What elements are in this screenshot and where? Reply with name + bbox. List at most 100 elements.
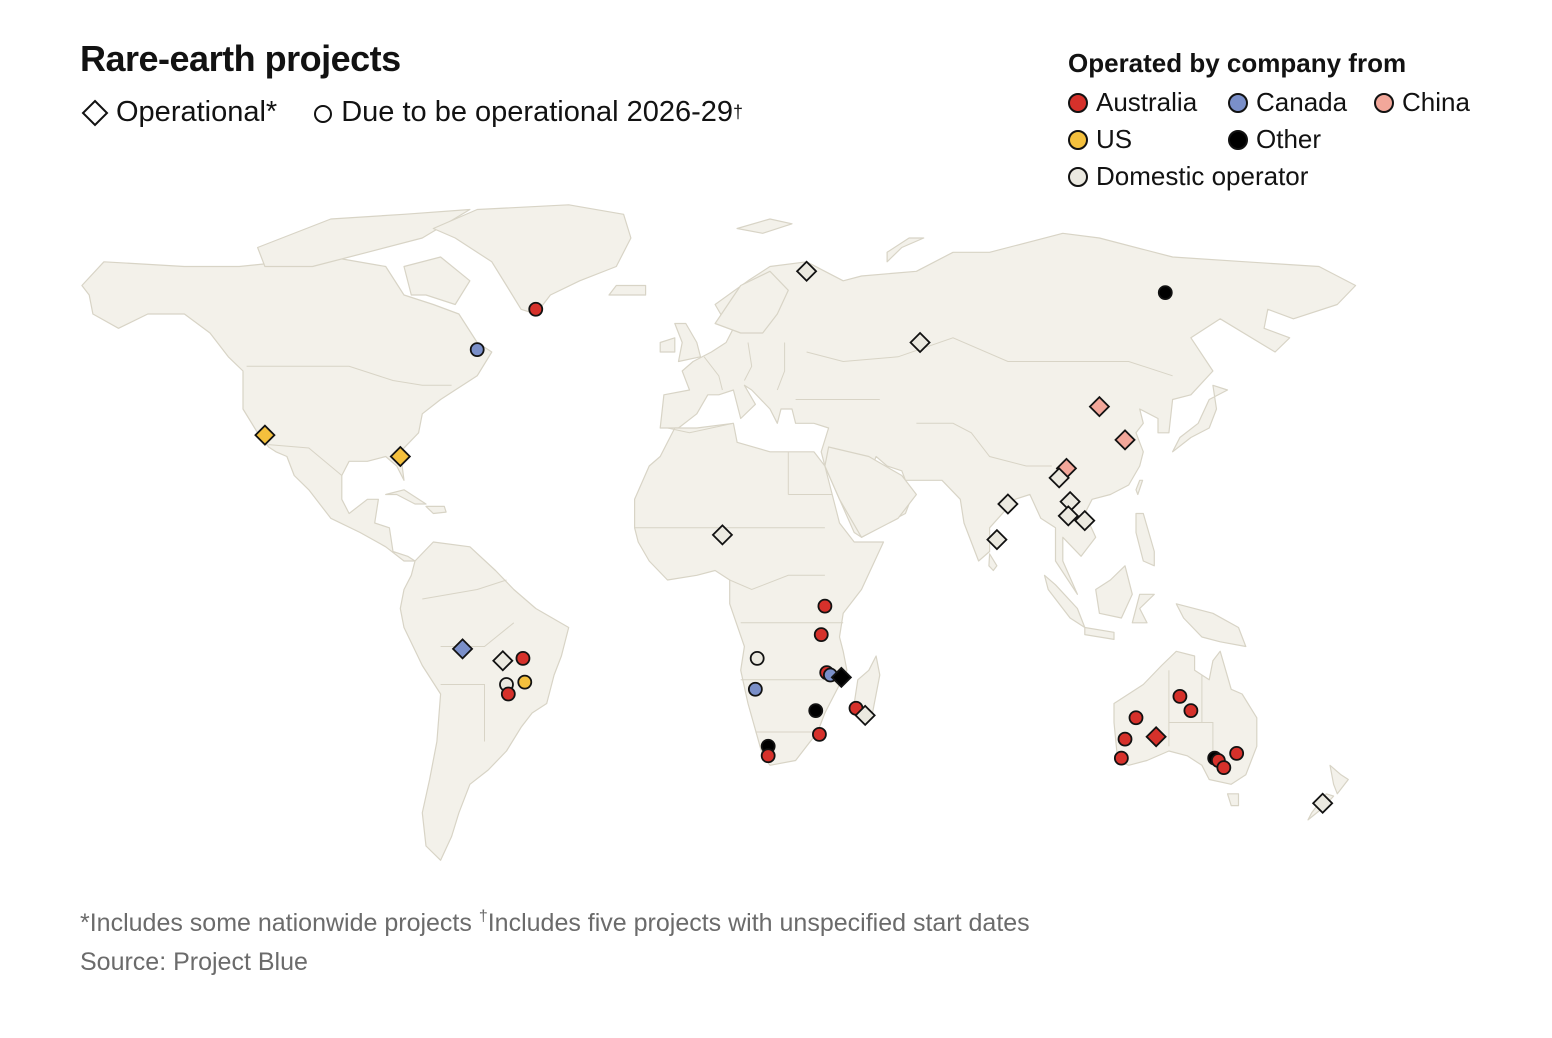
border-line-18	[776, 342, 786, 391]
legend-swatch-us	[1068, 129, 1088, 150]
border-line-11	[806, 337, 1173, 377]
planned-project-marker-us	[517, 674, 533, 690]
footnote-dagger: †	[478, 908, 488, 925]
operational-project-marker-domestic-operator	[1057, 505, 1080, 527]
land-britain	[674, 322, 702, 363]
legend-label-domestic-operator: Domestic operator	[1096, 161, 1309, 191]
operational-project-marker-domestic-operator	[986, 528, 1008, 551]
operational-project-marker-domestic-operator	[795, 260, 818, 283]
legend-label-canada: Canada	[1256, 87, 1348, 117]
land-arabia-fill	[824, 446, 917, 538]
legend-swatch-domestic-operator	[1068, 166, 1088, 187]
land-scandinavia-extra	[714, 270, 789, 334]
operator-legend-heading: Operated by company from	[1068, 48, 1407, 78]
footnote-operational: *Includes some nationwide projects	[80, 909, 479, 937]
operational-project-marker-us	[254, 424, 276, 446]
planned-project-marker-australia	[1128, 710, 1144, 726]
border-line-6	[729, 574, 825, 591]
project-markers	[254, 260, 1334, 815]
border-line-16	[703, 356, 723, 391]
land-taiwan	[1135, 479, 1144, 496]
land-svalbard	[736, 218, 793, 234]
border-line-21	[1201, 675, 1214, 761]
operator-legend-grid: Australia Canada China US Other Domestic oper…	[1068, 87, 1494, 192]
legend-entry-china: China	[1374, 87, 1494, 118]
legend-label-china: China	[1402, 87, 1470, 117]
operator-legend: Operated by company from Australia Canada…	[1068, 48, 1494, 192]
planned-project-marker-australia	[817, 598, 833, 614]
planned-project-marker-australia	[1113, 750, 1129, 766]
land-australia	[1113, 650, 1258, 785]
border-line-17	[743, 342, 753, 381]
land-sumatra	[1043, 574, 1086, 629]
planned-project-marker-australia	[528, 301, 544, 317]
land-novaya-zemlya	[886, 237, 925, 263]
planned-project-marker-australia	[760, 748, 776, 764]
border-line-0	[246, 365, 452, 386]
planned-project-marker-australia	[1183, 703, 1199, 719]
operational-project-marker-domestic-operator	[1048, 467, 1070, 489]
land-java	[1084, 626, 1115, 640]
land-iceland	[608, 284, 647, 296]
land-hispaniola	[425, 505, 447, 515]
planned-project-marker-australia	[1216, 760, 1232, 776]
legend-operational: Operational*	[80, 96, 277, 129]
legend-planned-label: Due to be operational 2026-29	[341, 96, 734, 128]
land-north-america	[81, 256, 493, 562]
legend-label-us: US	[1096, 124, 1133, 154]
land-tasmania	[1226, 793, 1240, 807]
land-baffin	[403, 256, 471, 306]
land-greenland	[432, 204, 632, 315]
border-line-2	[667, 422, 734, 434]
operational-project-marker-china	[1088, 395, 1111, 418]
planned-project-marker-australia	[515, 650, 531, 666]
operational-project-marker-domestic-operator	[1311, 792, 1334, 815]
legend-swatch-australia	[1068, 92, 1088, 113]
planned-project-marker-other	[808, 703, 824, 719]
planned-project-marker-australia	[1117, 731, 1133, 747]
land-sri-lanka	[988, 553, 998, 572]
legend-entry-canada: Canada	[1228, 87, 1374, 118]
operational-project-marker-china	[1114, 429, 1136, 451]
operational-project-marker-us	[389, 445, 412, 468]
land-new-zealand-north	[1329, 764, 1349, 795]
operational-project-marker-domestic-operator	[909, 331, 931, 354]
land-cuba	[385, 489, 427, 505]
operational-project-marker-domestic-operator	[854, 704, 876, 727]
land-philippines	[1135, 512, 1155, 567]
footnote-planned: Includes five projects with unspecified …	[487, 909, 1030, 937]
country-borders	[246, 337, 1214, 761]
land-borneo	[1095, 565, 1133, 619]
legend-label-other: Other	[1256, 124, 1322, 154]
land-arctic-islands	[257, 208, 471, 268]
footnote: *Includes some nationwide projects †Incl…	[80, 908, 1030, 938]
legend-operational-label: Operational*	[116, 96, 278, 128]
planned-project-marker-australia	[1172, 688, 1188, 704]
border-line-12	[916, 422, 1052, 467]
planned-project-marker-domestic-operator	[749, 650, 765, 666]
planned-project-marker-australia	[500, 686, 516, 702]
operational-project-marker-domestic-operator	[997, 493, 1019, 515]
legend-entry-australia: Australia	[1068, 87, 1228, 118]
legend-entry-domestic-operator: Domestic operator	[1068, 161, 1494, 192]
planned-project-marker-other	[1157, 285, 1173, 301]
legend-swatch-china	[1374, 92, 1394, 113]
legend-label-australia: Australia	[1096, 87, 1198, 117]
circle-icon	[314, 104, 333, 123]
diamond-icon	[81, 99, 109, 126]
planned-project-marker-australia	[813, 627, 829, 643]
border-line-14	[422, 579, 507, 600]
legend-entry-other: Other	[1228, 124, 1374, 155]
legend-swatch-canada	[1228, 92, 1248, 113]
land-sulawesi	[1131, 593, 1155, 624]
land-japan	[1172, 384, 1229, 453]
world-map	[81, 204, 1357, 861]
operational-project-marker-domestic-operator	[492, 649, 514, 672]
operational-project-marker-canada	[451, 638, 474, 660]
planned-project-marker-canada	[469, 342, 485, 358]
land-new-guinea	[1175, 603, 1247, 648]
operational-project-marker-domestic-operator	[711, 524, 734, 546]
land-ireland	[659, 337, 676, 353]
legend-swatch-other	[1228, 129, 1248, 150]
planned-project-marker-canada	[747, 681, 763, 697]
